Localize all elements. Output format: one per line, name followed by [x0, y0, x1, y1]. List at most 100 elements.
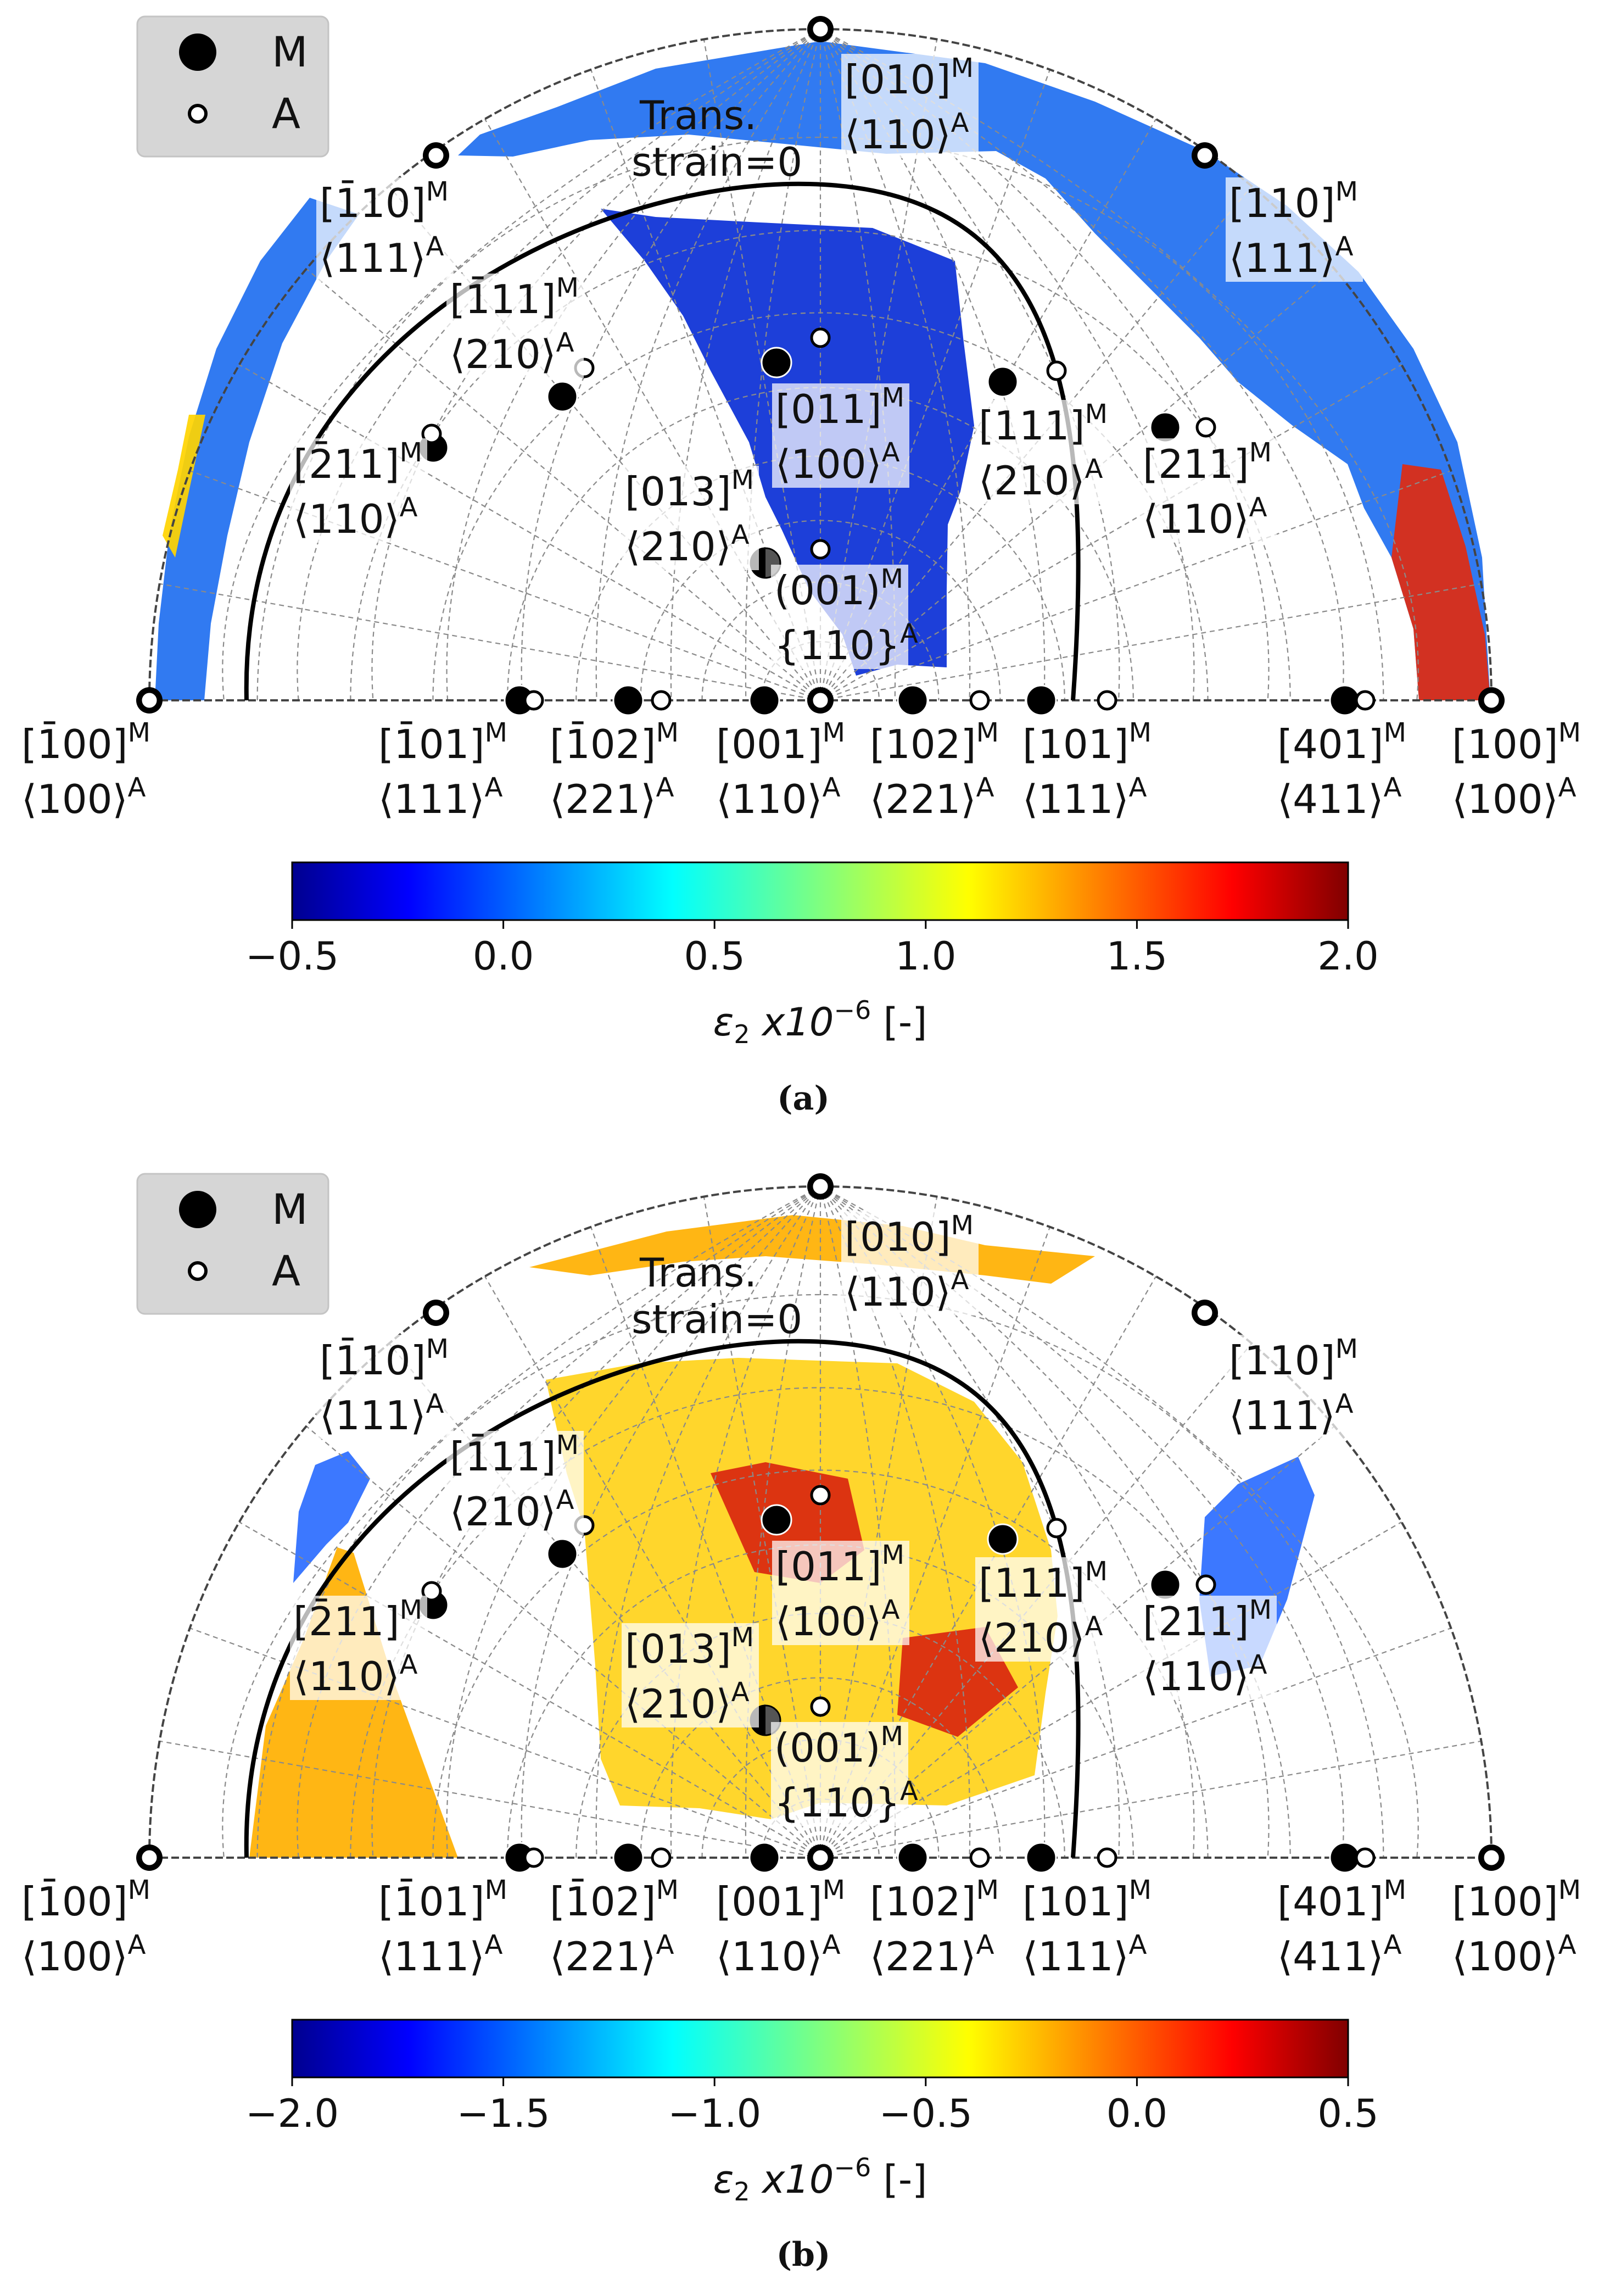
marker-m-filled [1025, 684, 1057, 716]
marker-a-open [427, 146, 445, 165]
direction-m-label: [2̄11]M [293, 1595, 422, 1645]
direction-a-label: ⟨100⟩A [775, 1595, 900, 1645]
marker-m-filled [897, 1842, 929, 1874]
marker-a-open [1046, 1518, 1067, 1539]
direction-a-label: ⟨210⟩A [979, 454, 1103, 504]
marker-a-open [427, 1303, 445, 1322]
direction-label: [010]M⟨110⟩A [841, 53, 979, 158]
direction-m-label: [013]M [625, 465, 754, 515]
direction-a-label: ⟨110⟩A [293, 1649, 418, 1699]
marker-a-open [523, 1847, 544, 1868]
marker-a-open [1195, 1574, 1216, 1595]
colorbar-tick-label: 0.0 [1106, 2091, 1167, 2136]
marker-m-filled [612, 684, 644, 716]
panel-b: [1̄00]M⟨100⟩A[1̄01]M⟨111⟩A[1̄02]M⟨221⟩A[… [18, 1173, 1586, 2274]
marker-a-open [1195, 1303, 1214, 1322]
colorbar-tick-label: 0.5 [1317, 2091, 1378, 2136]
marker-m-filled [987, 1523, 1019, 1555]
colorbar-tick-label: 1.0 [895, 934, 956, 979]
direction-label: [1̄01]M⟨111⟩A [375, 717, 512, 823]
marker-m-filled [1149, 411, 1181, 443]
colorbar: −2.0 −1.5 −1.0 −0.5 0.0 0.5 ε2 x10−6 [-] [245, 2019, 1379, 2206]
direction-m-label: [101]M [1022, 1875, 1152, 1925]
marker-a-open [810, 327, 831, 348]
direction-m-label: [1̄00]M [21, 1875, 150, 1925]
colorbar-gradient [291, 861, 1349, 921]
direction-a-label: ⟨100⟩A [775, 437, 900, 487]
direction-a-label: ⟨411⟩A [1277, 1930, 1402, 1980]
direction-m-label: [401]M [1277, 717, 1406, 767]
direction-a-label: ⟨411⟩A [1277, 772, 1402, 822]
direction-a-label: ⟨210⟩A [450, 327, 574, 377]
marker-a-open [1097, 1847, 1117, 1868]
data-patch [249, 1547, 458, 1858]
direction-a-label: ⟨111⟩A [378, 772, 503, 822]
direction-m-label: [010]M [845, 1210, 974, 1260]
direction-label: [111]M⟨210⟩A [975, 1556, 1113, 1662]
data-patch [293, 1451, 370, 1583]
marker-a-open [651, 690, 672, 711]
direction-label: [1̄02]M⟨221⟩A [546, 1875, 684, 1980]
direction-a-label: ⟨111⟩A [1229, 1389, 1354, 1439]
direction-a-label: {110}A [774, 1776, 918, 1826]
marker-a-open [140, 1848, 159, 1867]
zero-strain-annotation: Trans.strain=0 [631, 1250, 802, 1342]
direction-m-label: [102]M [870, 1875, 999, 1925]
direction-m-label: [2̄11]M [293, 437, 422, 487]
marker-a-open [1355, 1847, 1376, 1868]
marker-a-open [969, 1847, 990, 1868]
panel-caption: (a) [777, 1079, 830, 1118]
annotation-line: Trans. [639, 1250, 757, 1296]
marker-m-filled [987, 366, 1019, 398]
direction-label: [100]M⟨100⟩A [1449, 1875, 1586, 1980]
direction-m-label: (001)M [774, 1721, 903, 1771]
direction-label: [211]M⟨110⟩A [1139, 437, 1277, 543]
legend-entry-label: A [272, 1246, 300, 1295]
marker-a-open [1195, 146, 1214, 165]
colorbar-tick-label: −0.5 [879, 2091, 973, 2136]
annotation-line: Trans. [639, 92, 757, 138]
marker-a-open [1355, 690, 1376, 711]
legend-entry-label: M [272, 1185, 308, 1234]
direction-m-label: [011]M [775, 1540, 904, 1590]
legend-entry-label: A [272, 89, 300, 138]
direction-label: [401]M⟨411⟩A [1274, 717, 1411, 823]
legend-marker-filled [179, 1191, 216, 1228]
colorbar-tick-label: −0.5 [245, 934, 339, 979]
marker-a-open [651, 1847, 672, 1868]
direction-label: [401]M⟨411⟩A [1274, 1875, 1411, 1980]
direction-a-label: ⟨210⟩A [625, 1677, 750, 1727]
direction-m-label: [110]M [1229, 176, 1358, 226]
marker-m-filled [761, 1504, 792, 1536]
direction-m-label: [1̄01]M [378, 1875, 507, 1925]
direction-label: [013]M⟨210⟩A [622, 465, 759, 570]
direction-label: [2̄11]M⟨110⟩A [290, 1595, 427, 1700]
direction-label: [011]M⟨100⟩A [772, 382, 909, 488]
direction-a-label: ⟨111⟩A [378, 1930, 503, 1980]
marker-a-open [969, 690, 990, 711]
direction-label: [001]M⟨110⟩A [713, 1875, 850, 1980]
direction-label: [1̄10]M⟨111⟩A [316, 176, 454, 282]
colorbar-label: ε2 x10−6 [-] [713, 2153, 927, 2206]
direction-m-label: (001)M [774, 564, 903, 614]
panel-caption: (b) [776, 2236, 831, 2274]
direction-a-label: ⟨221⟩A [870, 1930, 994, 1980]
direction-m-label: [1̄10]M [320, 176, 449, 226]
direction-label: [2̄11]M⟨110⟩A [290, 437, 427, 543]
direction-m-label: [111]M [979, 399, 1108, 449]
marker-m-filled [1025, 1842, 1057, 1874]
data-patch [1391, 464, 1490, 700]
direction-m-label: [102]M [870, 717, 999, 767]
direction-label: [100]M⟨100⟩A [1449, 717, 1586, 823]
direction-a-label: {110}A [774, 618, 918, 668]
direction-label: [110]M⟨111⟩A [1226, 1334, 1363, 1439]
direction-m-label: [110]M [1229, 1334, 1358, 1384]
direction-label: [111]M⟨210⟩A [975, 399, 1113, 504]
marker-a-open [140, 691, 159, 710]
colorbar-tick-label: −1.5 [457, 2091, 550, 2136]
marker-a-open [523, 690, 544, 711]
direction-a-label: ⟨110⟩A [1143, 1649, 1267, 1699]
marker-a-open [1482, 1848, 1501, 1867]
direction-m-label: [1̄10]M [320, 1334, 449, 1384]
direction-a-label: ⟨210⟩A [625, 520, 750, 570]
